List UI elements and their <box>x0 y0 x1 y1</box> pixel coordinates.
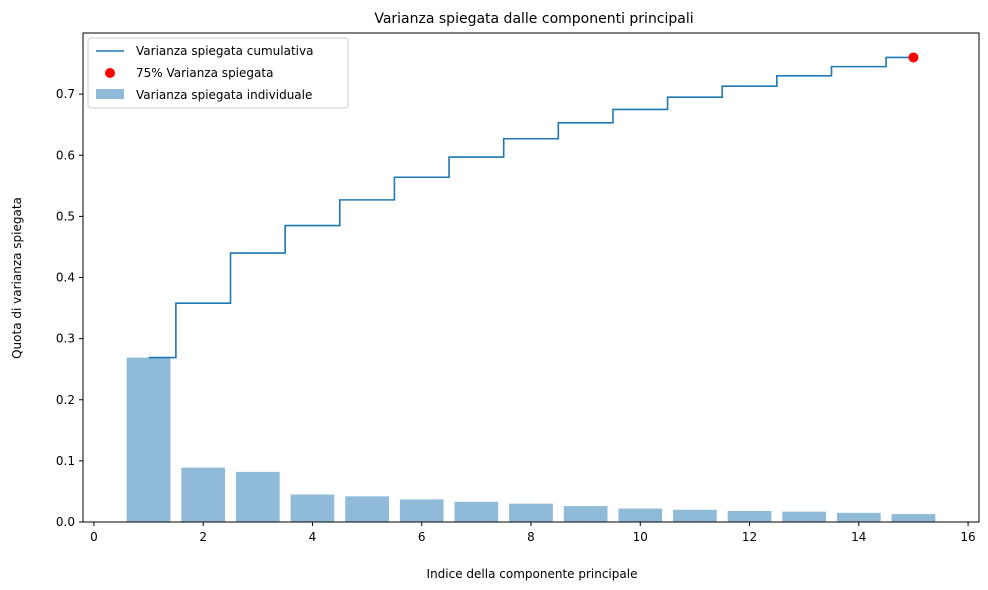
y-tick-label: 0.4 <box>56 271 75 285</box>
y-tick-label: 0.2 <box>56 393 75 407</box>
x-tick-label: 2 <box>199 530 207 544</box>
bar-10 <box>618 508 663 522</box>
bars-layer <box>126 357 936 522</box>
x-tick-label: 10 <box>633 530 648 544</box>
bar-3 <box>235 471 280 522</box>
x-axis-ticks: 0 2 4 6 8 10 12 14 16 <box>90 522 976 544</box>
legend: Varianza spiegata cumulativa 75% Varianz… <box>87 37 349 109</box>
y-tick-label: 0.5 <box>56 209 75 223</box>
bar-13 <box>782 511 827 522</box>
legend-bar-swatch <box>96 89 124 99</box>
y-tick-label: 0.6 <box>56 148 75 162</box>
x-tick-label: 16 <box>960 530 975 544</box>
y-tick-label: 0.7 <box>56 87 75 101</box>
cumulative-line-layer <box>148 56 914 359</box>
bar-5 <box>345 496 389 522</box>
bar-1 <box>126 357 171 522</box>
x-tick-label: 12 <box>742 530 757 544</box>
y-tick-label: 0.3 <box>56 332 75 346</box>
y-tick-label: 0.0 <box>56 515 75 529</box>
bar-12 <box>727 510 772 522</box>
bar-11 <box>673 509 717 522</box>
marker-layer <box>908 52 919 63</box>
x-tick-label: 0 <box>90 530 98 544</box>
threshold-point <box>908 52 919 63</box>
x-tick-label: 14 <box>851 530 866 544</box>
bar-7 <box>454 501 499 522</box>
x-tick-label: 8 <box>527 530 535 544</box>
bar-2 <box>181 467 226 522</box>
bar-14 <box>836 512 881 522</box>
legend-label-threshold: 75% Varianza spiegata <box>136 66 273 80</box>
chart-title: Varianza spiegata dalle componenti princ… <box>374 11 693 27</box>
bar-15 <box>891 514 936 522</box>
y-axis-ticks: 0.0 0.1 0.2 0.3 0.4 0.5 0.6 0.7 <box>56 87 83 529</box>
bar-4 <box>290 494 335 522</box>
x-axis-label: Indice della componente principale <box>427 567 638 581</box>
y-tick-label: 0.1 <box>56 454 75 468</box>
bar-9 <box>563 506 608 522</box>
x-tick-label: 4 <box>309 530 317 544</box>
legend-frame <box>87 37 349 109</box>
bar-6 <box>399 499 444 522</box>
legend-label-individual: Varianza spiegata individuale <box>136 88 312 102</box>
bar-8 <box>509 503 553 522</box>
y-axis-label: Quota di varianza spiegata <box>10 197 24 359</box>
legend-label-cumulative: Varianza spiegata cumulativa <box>136 44 313 58</box>
cumulative-variance-line <box>148 56 914 359</box>
legend-point-swatch <box>105 68 115 78</box>
x-tick-label: 6 <box>418 530 426 544</box>
